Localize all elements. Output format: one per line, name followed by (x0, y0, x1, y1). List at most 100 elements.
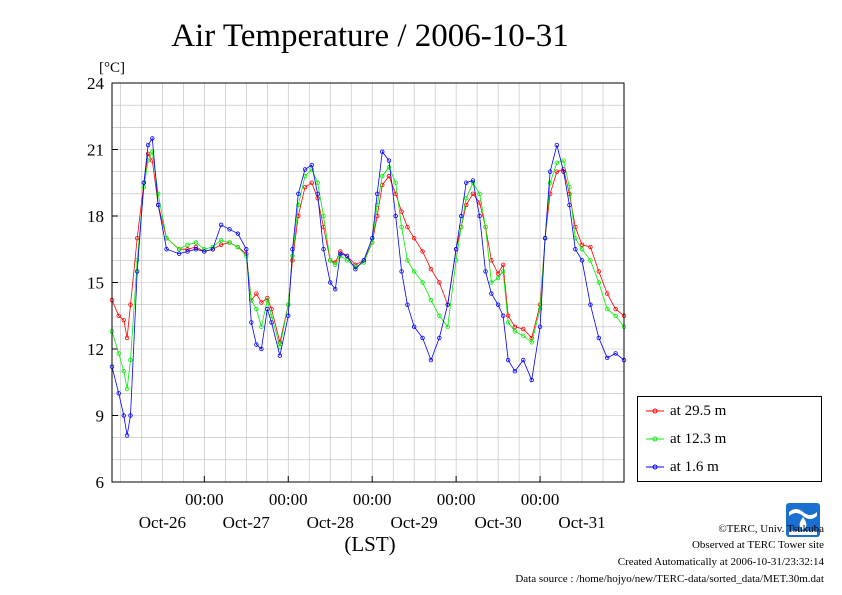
series-point-0 (495, 271, 501, 276)
legend-label: at 29.5 m (670, 402, 727, 419)
series-point-0 (529, 335, 534, 341)
y-tick-label: 21 (87, 141, 104, 160)
series-point-2 (420, 335, 425, 341)
series-point-1 (477, 191, 482, 197)
series-point-0 (277, 340, 283, 345)
series-point-0 (605, 291, 610, 296)
y-tick-label: 12 (87, 340, 104, 359)
series-point-1 (259, 324, 264, 330)
series-point-2 (218, 222, 224, 228)
series-point-2 (134, 269, 140, 274)
series-point-2 (445, 302, 450, 307)
series-point-0 (588, 244, 593, 250)
series-point-1 (176, 247, 182, 252)
series-point-1 (411, 269, 417, 274)
series-point-1 (124, 386, 130, 392)
series-point-1 (445, 324, 450, 330)
series-point-0 (613, 306, 618, 312)
series-point-1 (567, 184, 572, 190)
series-point-1 (202, 247, 207, 252)
series-point-2 (505, 357, 511, 363)
series-point-1 (380, 173, 385, 179)
series-point-0 (128, 302, 133, 307)
x-tick-time-label: 00:00 (269, 490, 308, 509)
series-point-1 (286, 302, 291, 307)
series-point-1 (529, 340, 534, 345)
series-point-1 (512, 329, 518, 334)
legend-marker-green (646, 436, 664, 442)
series-point-1 (254, 306, 259, 312)
series-point-2 (561, 169, 566, 174)
series-point-2 (399, 269, 404, 274)
series-point-2 (277, 353, 283, 358)
series-point-1 (150, 149, 155, 154)
series-point-0 (309, 180, 314, 185)
y-axis-label: [°C] (99, 60, 125, 76)
y-tick-label: 6 (96, 473, 105, 492)
series-point-2 (121, 413, 126, 418)
series-point-0 (521, 326, 526, 332)
x-axis-label: (LST) (344, 532, 395, 556)
series-point-2 (249, 320, 254, 325)
y-tick-label: 9 (96, 407, 105, 426)
series-point-2 (116, 391, 121, 396)
series-point-2 (185, 249, 190, 254)
series-point-2 (309, 162, 314, 168)
series-group (109, 136, 627, 438)
series-point-0 (500, 262, 506, 267)
series-point-2 (344, 253, 350, 259)
series-point-1 (437, 313, 442, 318)
series-point-2 (458, 213, 464, 219)
series-point-1 (521, 333, 526, 338)
series-point-2 (321, 247, 326, 252)
series-point-0 (596, 269, 602, 274)
series-point-1 (420, 280, 425, 285)
series-point-0 (338, 249, 343, 254)
series-point-0 (218, 242, 224, 248)
series-point-1 (121, 368, 126, 374)
series-point-2 (328, 280, 333, 285)
series-point-2 (470, 178, 476, 183)
series-point-0 (185, 247, 190, 252)
series-point-1 (344, 258, 350, 263)
series-point-0 (405, 224, 410, 230)
series-point-2 (333, 286, 338, 292)
series-point-0 (573, 224, 578, 230)
series-point-0 (437, 280, 442, 285)
series-point-1 (128, 357, 133, 363)
credit-copyright: ©TERC, Univ. Tsukuba (718, 523, 824, 535)
series-point-2 (286, 313, 291, 318)
series-point-0 (296, 213, 301, 219)
series-point-0 (554, 169, 560, 174)
series-point-0 (302, 184, 308, 190)
series-point-2 (202, 249, 207, 254)
legend: at 29.5 m at 12.3 m at 1.6 m (637, 396, 822, 482)
series-point-1 (605, 306, 610, 312)
series-point-1 (613, 313, 618, 318)
series-point-2 (176, 251, 182, 256)
series-point-2 (244, 247, 249, 252)
series-point-1 (227, 240, 232, 245)
series-point-2 (290, 247, 295, 252)
series-point-2 (613, 351, 618, 356)
series-point-2 (537, 324, 543, 330)
series-point-1 (579, 247, 585, 252)
series-point-2 (521, 357, 526, 363)
credit-source: Data source : /home/hojyo/new/TERC-data/… (515, 573, 824, 585)
series-point-1 (193, 240, 199, 245)
legend-label: at 12.3 m (670, 430, 727, 447)
series-point-0 (116, 313, 121, 318)
series-point-2 (124, 433, 130, 438)
series-point-1 (588, 258, 593, 263)
series-point-0 (464, 202, 469, 208)
series-point-2 (155, 202, 161, 208)
series-point-2 (437, 335, 442, 341)
series-point-1 (321, 213, 326, 219)
series-point-2 (369, 235, 375, 241)
series-point-1 (547, 180, 553, 185)
series-point-2 (588, 302, 593, 307)
series-point-2 (235, 231, 241, 236)
series-point-2 (302, 167, 308, 172)
x-tick-day-label: Oct-29 (391, 513, 438, 532)
series-point-2 (529, 377, 534, 383)
